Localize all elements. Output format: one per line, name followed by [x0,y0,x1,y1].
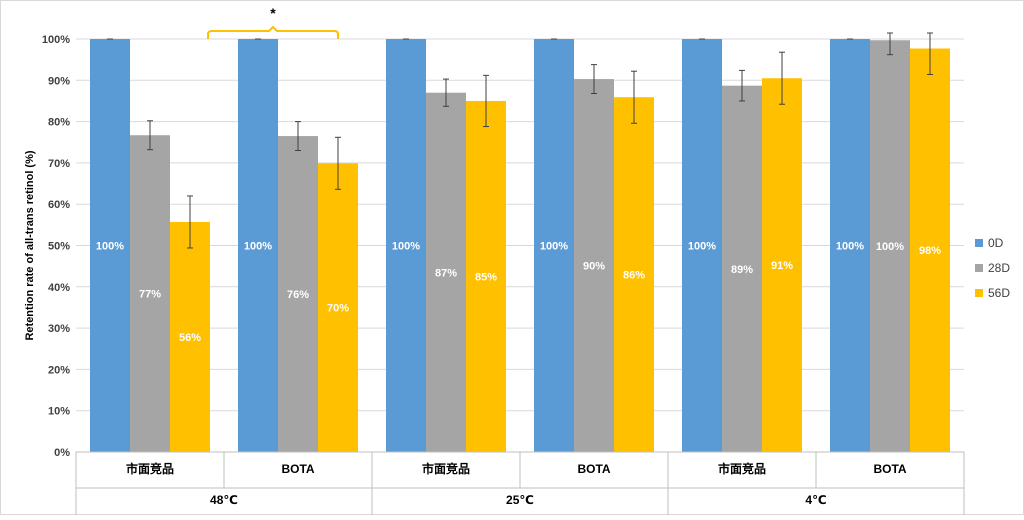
legend-label: 28D [988,261,1010,275]
y-axis-title: Retention rate of all-trans retinol (%) [24,150,36,340]
y-tick-label: 40% [48,282,70,294]
bar-56d [466,100,506,452]
data-label: 100% [244,241,272,253]
y-tick-label: 90% [48,75,70,87]
bar-0d [238,39,278,452]
data-label: 100% [96,241,124,253]
y-tick-label: 60% [48,199,70,211]
y-tick-label: 80% [48,117,70,129]
data-label: 85% [475,271,497,283]
x-category-label: BOTA [873,462,906,476]
data-label: 100% [836,241,864,253]
y-tick-label: 50% [48,241,70,253]
bars: 100% 77% 56% 100% 76% 70% 100% 87% 85% 100% 90% 86%… [90,32,950,453]
data-label: 90% [583,261,605,273]
bar-28d [870,40,910,452]
data-label: 91% [771,260,793,272]
significance-bracket [207,25,339,39]
data-label: 70% [327,303,349,315]
y-tick-label: 100% [42,34,70,46]
x-group-label: 48℃ [210,493,238,507]
legend-label: 0D [988,236,1004,250]
x-category-label: BOTA [577,462,610,476]
legend-label: 56D [988,286,1010,300]
legend-swatch-0d [975,239,983,247]
data-label: 100% [392,241,420,253]
bar-56d [614,97,654,452]
y-tick-label: 20% [48,364,70,376]
x-group-label: 4℃ [805,493,826,507]
data-label: 100% [876,241,904,253]
x-category-label: 市面竞品 [126,461,174,476]
bar-56d [318,163,358,453]
bar-0d [830,39,870,452]
data-label: 77% [139,289,161,301]
bar-28d [574,79,614,452]
data-label: 87% [435,267,457,279]
bar-56d [910,48,950,453]
x-category-label: 市面竞品 [718,461,766,476]
bar-0d [682,39,722,452]
bar-56d [762,78,802,453]
bar-0d [386,39,426,452]
bar-28d [278,136,318,452]
legend-swatch-28d [975,264,983,272]
legend: 0D 28D 56D [975,236,1010,300]
data-label: 100% [688,241,716,253]
bar-56d [170,221,210,452]
y-tick-label: 30% [48,323,70,335]
y-tick-label: 10% [48,406,70,418]
legend-swatch-56d [975,289,983,297]
data-label: 100% [540,241,568,253]
y-tick-label: 0% [54,447,70,459]
x-category-label: BOTA [281,462,314,476]
significance-marker: * [270,5,276,21]
data-label: 89% [731,264,753,276]
x-group-label: 25℃ [506,493,534,507]
bar-28d [130,135,170,452]
x-category-label: 市面竞品 [422,461,470,476]
data-label: 76% [287,289,309,301]
data-label: 98% [919,245,941,257]
data-label: 56% [179,332,201,344]
bar-0d [534,39,574,452]
bar-28d [426,92,466,452]
bar-0d [90,39,130,452]
bar-28d [722,85,762,452]
data-label: 86% [623,270,645,282]
y-tick-label: 70% [48,158,70,170]
